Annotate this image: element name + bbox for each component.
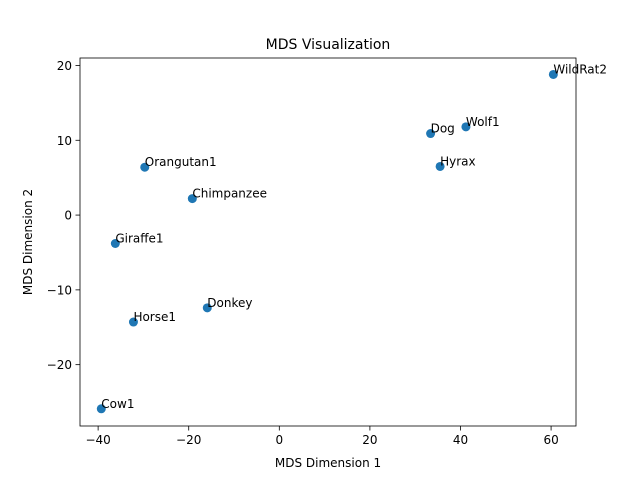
x-tick-label: 0 bbox=[275, 433, 283, 447]
data-point bbox=[128, 317, 138, 327]
data-point bbox=[435, 161, 445, 171]
y-tick-label: −20 bbox=[47, 358, 72, 372]
x-tick-label: 40 bbox=[453, 433, 468, 447]
plot-frame bbox=[79, 57, 577, 427]
point-label: Chimpanzee bbox=[192, 187, 267, 201]
y-tick-label: 10 bbox=[57, 134, 72, 148]
point-label: Donkey bbox=[207, 296, 252, 310]
data-point bbox=[110, 238, 120, 248]
x-tick-label: 60 bbox=[543, 433, 558, 447]
data-point bbox=[426, 129, 436, 139]
point-label: Orangutan1 bbox=[145, 155, 217, 169]
data-point bbox=[461, 122, 471, 132]
point-label: Cow1 bbox=[101, 397, 134, 411]
x-axis-title: MDS Dimension 1 bbox=[275, 456, 381, 470]
x-tick-label: −40 bbox=[85, 433, 110, 447]
data-point bbox=[548, 69, 558, 79]
point-label: WildRat2 bbox=[553, 62, 607, 76]
data-point bbox=[202, 303, 212, 313]
x-tick-label: 20 bbox=[362, 433, 377, 447]
point-label: Horse1 bbox=[133, 310, 176, 324]
point-label: Giraffe1 bbox=[115, 231, 163, 245]
plot-area: −40 −20 0 20 40 60 −20 −10 0 10 20 WildRat2 Wolf1 Dog… bbox=[47, 57, 607, 447]
chart-title: MDS Visualization bbox=[266, 37, 391, 53]
data-point bbox=[187, 194, 197, 204]
y-axis-title: MDS Dimension 2 bbox=[21, 189, 35, 295]
y-tick-label: 0 bbox=[64, 209, 72, 223]
y-tick-label: 20 bbox=[57, 59, 72, 73]
point-label: Hyrax bbox=[440, 154, 476, 168]
point-label: Wolf1 bbox=[466, 115, 500, 129]
x-tick-label: −20 bbox=[176, 433, 201, 447]
data-point bbox=[140, 162, 150, 172]
data-point bbox=[96, 404, 106, 414]
y-tick-label: −10 bbox=[47, 283, 72, 297]
point-label: Dog bbox=[431, 122, 455, 136]
